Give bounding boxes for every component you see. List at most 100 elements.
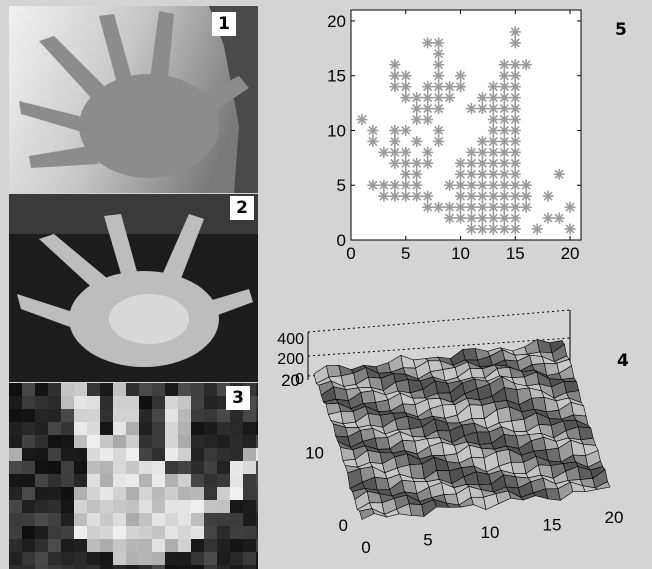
y-tick-label: 0 <box>337 231 346 250</box>
scatter-point <box>400 168 412 180</box>
scatter-point <box>476 168 488 180</box>
scatter-point <box>498 168 510 180</box>
scatter-point <box>509 212 521 224</box>
scatter-point <box>433 81 445 93</box>
scatter-point <box>542 212 554 224</box>
scatter-point <box>378 190 390 202</box>
hand-thermal-panel: 2 <box>9 194 258 382</box>
scatter-point <box>389 70 401 82</box>
scatter-point <box>367 179 379 191</box>
scatter-point <box>498 179 510 191</box>
scatter-point <box>400 70 412 82</box>
scatter-point <box>378 146 390 158</box>
scatter-point <box>553 212 565 224</box>
scatter-point <box>476 157 488 169</box>
scatter-point <box>433 48 445 60</box>
scatter-point <box>509 92 521 104</box>
scatter-point <box>422 146 434 158</box>
scatter-point <box>509 179 521 191</box>
scatter-point <box>487 190 499 202</box>
scatter-point <box>542 190 554 202</box>
scatter-point <box>411 190 423 202</box>
scatter-point <box>411 179 423 191</box>
scatter-point <box>455 70 467 82</box>
scatter-point <box>476 179 488 191</box>
x-tick-label: 0 <box>361 538 370 557</box>
scatter-point <box>476 212 488 224</box>
z-tick-label: 200 <box>277 351 304 368</box>
scatter-point <box>389 190 401 202</box>
scatter-point <box>400 124 412 136</box>
scatter-point <box>509 201 521 213</box>
scatter-point <box>498 190 510 202</box>
scatter-point <box>498 223 510 235</box>
scatter-point <box>465 157 477 169</box>
z-tick-label: 0 <box>295 371 304 388</box>
scatter-point <box>498 70 510 82</box>
scatter-point <box>498 135 510 147</box>
scatter-point <box>487 146 499 158</box>
scatter-point <box>433 135 445 147</box>
hand-pixelated-panel: 3 <box>9 383 258 569</box>
panel-label-1: 1 <box>212 12 236 36</box>
scatter-point <box>509 168 521 180</box>
y-tick-label: 10 <box>305 444 324 463</box>
scatter-point <box>433 201 445 213</box>
scatter-point <box>487 124 499 136</box>
scatter-point <box>433 70 445 82</box>
scatter-point <box>520 201 532 213</box>
scatter-label: 5 <box>615 20 627 40</box>
scatter-point <box>378 179 390 191</box>
scatter-point <box>520 59 532 71</box>
x-tick-label: 5 <box>423 531 432 550</box>
scatter-point <box>455 168 467 180</box>
scatter-point <box>509 37 521 49</box>
scatter-point <box>422 157 434 169</box>
scatter-point <box>487 212 499 224</box>
scatter-point <box>367 124 379 136</box>
hand-photo-panel: 1 <box>9 6 258 193</box>
scatter-point <box>455 157 467 169</box>
scatter-point <box>498 212 510 224</box>
scatter-point <box>400 81 412 93</box>
scatter-chart: 0 5 10 15 20 0 5 10 15 20 <box>327 9 582 263</box>
x-tick-label: 15 <box>506 244 525 263</box>
scatter-point <box>509 190 521 202</box>
scatter-point <box>455 179 467 191</box>
surface-mesh <box>313 338 611 520</box>
scatter-point <box>411 92 423 104</box>
scatter-point <box>411 103 423 115</box>
scatter-point <box>465 212 477 224</box>
scatter-point <box>411 135 423 147</box>
y-tick-label: 0 <box>339 516 348 535</box>
scatter-point <box>444 81 456 93</box>
scatter-point <box>520 179 532 191</box>
scatter-point <box>433 37 445 49</box>
scatter-point <box>422 81 434 93</box>
scatter-point <box>476 190 488 202</box>
scatter-point <box>356 114 368 126</box>
scatter-point <box>465 146 477 158</box>
scatter-point <box>433 92 445 104</box>
scatter-point <box>509 114 521 126</box>
scatter-point <box>465 168 477 180</box>
x-tick-label: 15 <box>543 516 562 535</box>
scatter-point <box>465 201 477 213</box>
scatter-point <box>487 223 499 235</box>
scatter-point <box>411 114 423 126</box>
scatter-point <box>487 103 499 115</box>
scatter-point <box>433 59 445 71</box>
scatter-point <box>422 92 434 104</box>
scatter-point <box>422 37 434 49</box>
plot-area <box>350 9 582 241</box>
scatter-point <box>389 81 401 93</box>
scatter-point <box>422 190 434 202</box>
scatter-point <box>498 124 510 136</box>
y-tick-label: 15 <box>327 67 346 86</box>
scatter-point <box>531 223 543 235</box>
scatter-point <box>476 201 488 213</box>
scatter-point <box>487 168 499 180</box>
scatter-point <box>389 124 401 136</box>
scatter-point <box>498 146 510 158</box>
scatter-point <box>509 103 521 115</box>
